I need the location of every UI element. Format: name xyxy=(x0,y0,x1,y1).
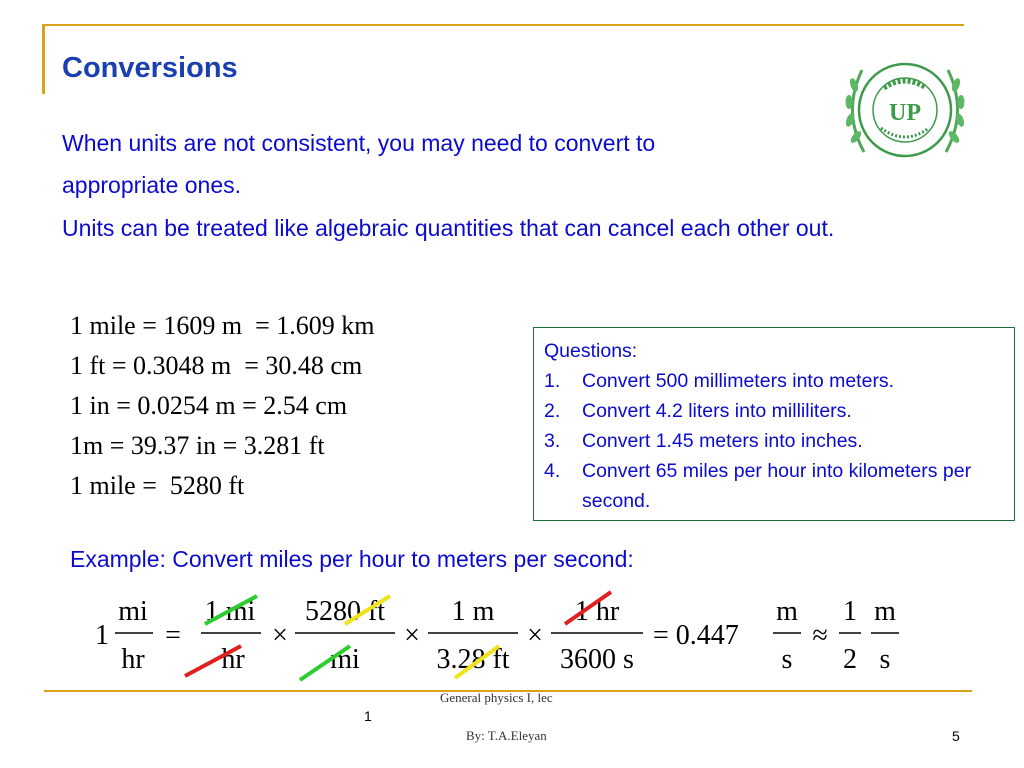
question-number: 1. xyxy=(544,370,561,392)
fraction-denominator: s xyxy=(782,644,793,675)
question-item: 1. Convert 500 millimeters into meters. xyxy=(544,366,1004,396)
question-number: 3. xyxy=(544,430,561,452)
intro-line-3: Units can be treated like algebraic quan… xyxy=(62,215,835,241)
question-text: Convert 65 miles per hour into kilometer… xyxy=(582,460,972,512)
question-item: 2. Convert 4.2 liters into milliliters. xyxy=(544,396,1004,426)
cancel-stroke-green xyxy=(204,594,258,626)
fraction-numerator: 1 xyxy=(843,596,857,627)
example-prompt: Example: Convert miles per hour to meter… xyxy=(70,546,634,572)
equivalence-line: 1 in = 0.0254 m = 2.54 cm xyxy=(70,391,348,420)
fraction-denominator: hr xyxy=(121,644,145,675)
approx-sign: ≈ xyxy=(812,620,827,651)
svg-text:×: × xyxy=(404,620,420,651)
svg-text:×: × xyxy=(527,620,543,651)
equivalence-line: 1m = 39.37 in = 3.281 ft xyxy=(70,431,325,460)
conversion-formula: 1 mi hr = 1 mi hr × 5280 ft mi × 1 m 3.2… xyxy=(95,590,899,682)
cancel-stroke-yellow xyxy=(343,594,392,626)
logo-text: UP xyxy=(889,100,921,126)
cancel-stroke-yellow xyxy=(453,644,501,680)
question-text: Convert 1.45 meters into inches. xyxy=(582,430,863,452)
frame-top-line xyxy=(44,24,964,26)
svg-text:=: = xyxy=(165,620,181,651)
question-number: 2. xyxy=(544,400,561,422)
intro-line-2: appropriate ones. xyxy=(62,172,242,198)
equivalence-line: 1 mile = 1609 m = 1.609 km xyxy=(70,311,375,340)
intro-line-1: When units are not consistent, you may n… xyxy=(62,130,656,156)
question-text: Convert 500 millimeters into meters. xyxy=(582,370,895,392)
question-text: Convert 4.2 liters into milliliters. xyxy=(582,400,852,422)
cancel-stroke-red xyxy=(184,644,242,678)
fraction-denominator: s xyxy=(880,644,891,675)
equivalence-line: 1 mile = 5280 ft xyxy=(70,471,245,500)
footer-divider xyxy=(44,690,972,692)
frame-left-line xyxy=(42,24,45,94)
question-item: 4. Convert 65 miles per hour into kilome… xyxy=(544,456,1004,516)
question-item: 3. Convert 1.45 meters into inches. xyxy=(544,426,1004,456)
questions-box: Questions: 1. Convert 500 millimeters in… xyxy=(533,327,1015,521)
footer-lecture-number: 1 xyxy=(364,708,372,724)
fraction-denominator: 3.28 ft xyxy=(436,644,509,675)
questions-heading: Questions: xyxy=(544,340,638,362)
page-number: 5 xyxy=(952,728,960,744)
fraction-numerator: 1 m xyxy=(452,596,495,627)
cancel-stroke-red xyxy=(563,590,613,626)
fraction-numerator: m xyxy=(776,596,798,627)
cancel-stroke-green xyxy=(298,644,352,682)
fraction-denominator: 3600 s xyxy=(560,644,634,675)
footer-course: General physics I, lec xyxy=(440,690,553,705)
footer-author: By: T.A.Eleyan xyxy=(466,728,547,743)
equivalence-line: 1 ft = 0.3048 m = 30.48 cm xyxy=(70,351,363,380)
fraction-numerator: m xyxy=(874,596,896,627)
formula-lead: 1 xyxy=(95,620,109,651)
unit-equivalences: 1 mile = 1609 m = 1.609 km 1 ft = 0.3048… xyxy=(70,306,374,506)
fraction-numerator: mi xyxy=(118,596,148,627)
university-logo: UP xyxy=(845,62,965,158)
slide-title: Conversions xyxy=(62,52,238,84)
fraction-denominator: 2 xyxy=(843,644,857,675)
formula-result: = 0.447 xyxy=(653,620,739,651)
question-number: 4. xyxy=(544,460,561,482)
svg-text:×: × xyxy=(272,620,288,651)
